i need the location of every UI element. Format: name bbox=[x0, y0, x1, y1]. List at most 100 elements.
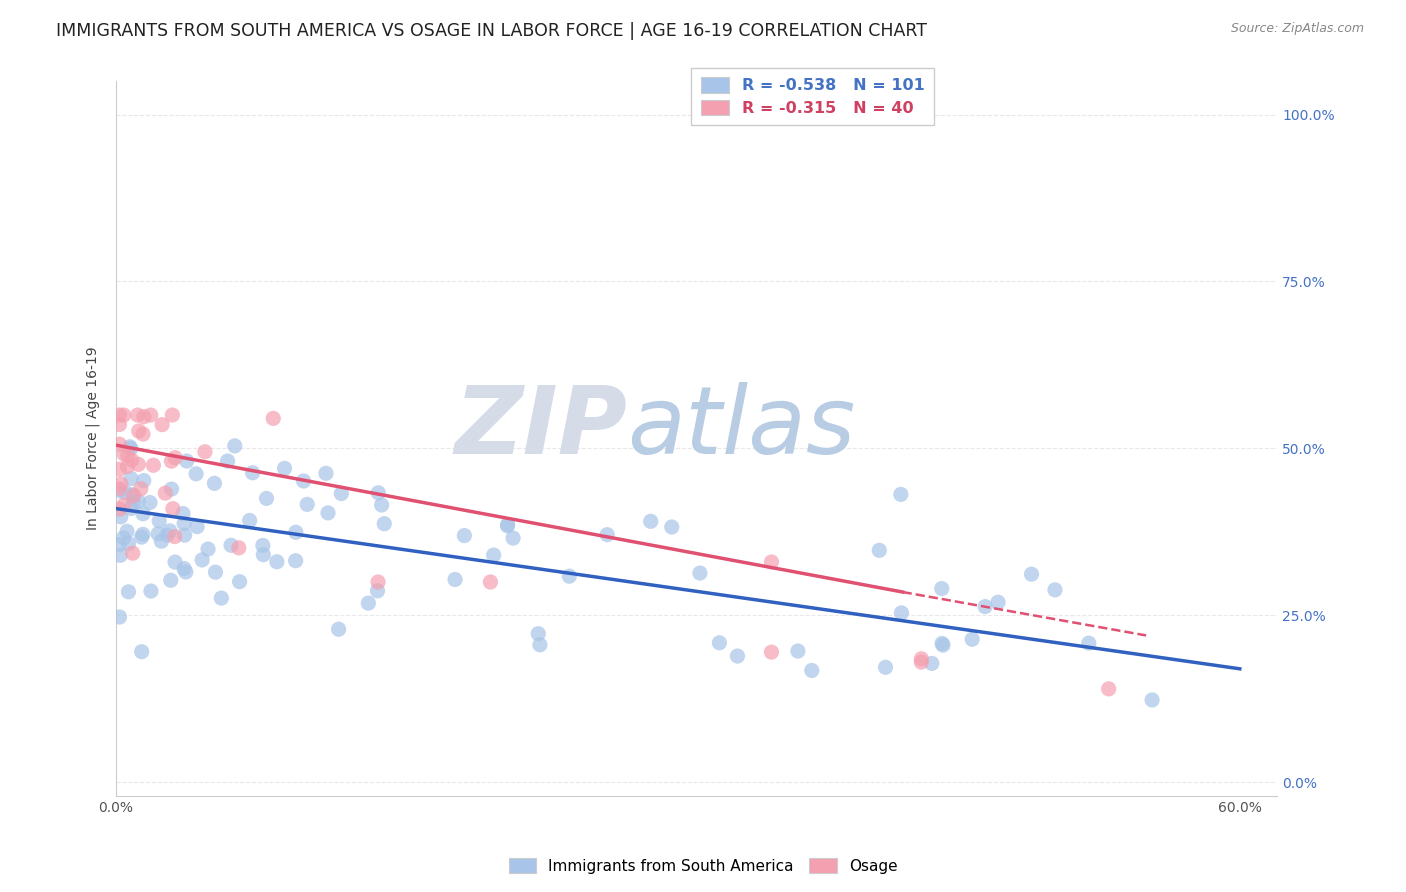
Point bbox=[108, 482, 131, 496]
Point bbox=[148, 514, 170, 528]
Point bbox=[204, 476, 226, 491]
Point bbox=[328, 622, 350, 636]
Point bbox=[502, 531, 524, 545]
Point bbox=[1021, 567, 1043, 582]
Point bbox=[640, 514, 662, 528]
Point bbox=[262, 411, 284, 425]
Point bbox=[120, 442, 142, 456]
Point bbox=[173, 516, 195, 531]
Point bbox=[172, 507, 194, 521]
Point bbox=[122, 489, 145, 503]
Point bbox=[204, 565, 226, 579]
Point bbox=[139, 584, 162, 599]
Point bbox=[121, 453, 143, 467]
Point bbox=[239, 513, 262, 527]
Point bbox=[139, 408, 162, 422]
Point bbox=[527, 626, 550, 640]
Point bbox=[159, 574, 181, 588]
Point bbox=[129, 482, 152, 496]
Point bbox=[800, 664, 823, 678]
Point bbox=[453, 528, 475, 542]
Legend: Immigrants from South America, Osage: Immigrants from South America, Osage bbox=[502, 852, 904, 880]
Point bbox=[761, 555, 783, 569]
Point bbox=[252, 538, 274, 552]
Point bbox=[709, 636, 731, 650]
Point bbox=[1077, 636, 1099, 650]
Point bbox=[108, 537, 131, 551]
Point bbox=[118, 440, 141, 454]
Point bbox=[931, 636, 953, 650]
Point bbox=[931, 582, 953, 596]
Point bbox=[197, 542, 219, 557]
Point bbox=[162, 408, 184, 422]
Point bbox=[273, 461, 295, 475]
Point bbox=[117, 537, 139, 551]
Point bbox=[115, 524, 138, 539]
Point bbox=[496, 517, 519, 532]
Point bbox=[868, 543, 890, 558]
Point bbox=[186, 519, 208, 533]
Point bbox=[875, 660, 897, 674]
Point bbox=[890, 487, 912, 501]
Legend: R = -0.538   N = 101, R = -0.315   N = 40: R = -0.538 N = 101, R = -0.315 N = 40 bbox=[690, 68, 935, 126]
Point bbox=[117, 459, 139, 474]
Y-axis label: In Labor Force | Age 16-19: In Labor Force | Age 16-19 bbox=[86, 347, 100, 530]
Point bbox=[132, 409, 155, 424]
Point bbox=[121, 488, 143, 502]
Point bbox=[139, 495, 162, 509]
Point bbox=[1098, 681, 1121, 696]
Point bbox=[890, 606, 912, 620]
Point bbox=[120, 501, 142, 516]
Point bbox=[496, 519, 519, 533]
Point bbox=[373, 516, 395, 531]
Point bbox=[727, 648, 749, 663]
Point bbox=[315, 467, 337, 481]
Point bbox=[558, 569, 581, 583]
Point bbox=[224, 439, 246, 453]
Point bbox=[121, 546, 143, 560]
Point bbox=[284, 554, 307, 568]
Point bbox=[114, 485, 136, 500]
Point bbox=[217, 454, 239, 468]
Point bbox=[156, 528, 179, 542]
Point bbox=[479, 574, 502, 589]
Point bbox=[160, 482, 183, 496]
Point bbox=[974, 599, 997, 614]
Point bbox=[110, 549, 132, 563]
Point bbox=[987, 595, 1010, 609]
Point bbox=[112, 498, 135, 512]
Point bbox=[162, 501, 184, 516]
Point bbox=[786, 644, 808, 658]
Point bbox=[132, 527, 155, 541]
Point bbox=[108, 462, 131, 476]
Text: IMMIGRANTS FROM SOUTH AMERICA VS OSAGE IN LABOR FORCE | AGE 16-19 CORRELATION CH: IMMIGRANTS FROM SOUTH AMERICA VS OSAGE I… bbox=[56, 22, 927, 40]
Point bbox=[108, 610, 131, 624]
Point bbox=[132, 427, 155, 442]
Point bbox=[155, 486, 177, 500]
Point bbox=[482, 548, 505, 562]
Point bbox=[176, 454, 198, 468]
Point bbox=[146, 526, 169, 541]
Point bbox=[367, 574, 389, 589]
Point bbox=[142, 458, 165, 473]
Point bbox=[131, 645, 153, 659]
Point bbox=[165, 450, 187, 465]
Point bbox=[174, 565, 197, 579]
Point bbox=[357, 596, 380, 610]
Point bbox=[132, 474, 155, 488]
Point bbox=[242, 466, 264, 480]
Text: Source: ZipAtlas.com: Source: ZipAtlas.com bbox=[1230, 22, 1364, 36]
Point bbox=[256, 491, 278, 506]
Point bbox=[1140, 693, 1163, 707]
Point bbox=[160, 454, 183, 468]
Point bbox=[444, 573, 467, 587]
Point bbox=[761, 645, 783, 659]
Point bbox=[132, 507, 155, 521]
Point bbox=[165, 555, 187, 569]
Point bbox=[108, 437, 131, 451]
Point bbox=[367, 485, 389, 500]
Point bbox=[228, 541, 250, 555]
Point bbox=[131, 530, 153, 544]
Point bbox=[921, 657, 943, 671]
Point bbox=[173, 528, 195, 542]
